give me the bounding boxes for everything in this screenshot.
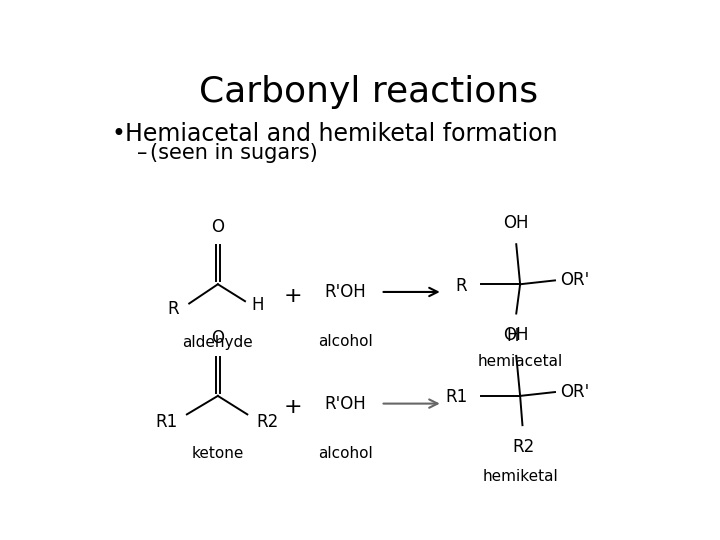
Text: hemiacetal: hemiacetal (477, 354, 563, 369)
Text: R1: R1 (445, 388, 467, 407)
Text: hemiketal: hemiketal (482, 469, 558, 484)
Text: R2: R2 (513, 438, 535, 456)
Text: H: H (506, 327, 518, 345)
Text: Hemiacetal and hemiketal formation: Hemiacetal and hemiketal formation (125, 122, 557, 146)
Text: R2: R2 (256, 413, 279, 431)
Text: OR': OR' (560, 383, 590, 401)
Text: OH: OH (503, 214, 529, 232)
Text: alcohol: alcohol (318, 334, 373, 349)
Text: OH: OH (503, 326, 529, 343)
Text: aldehyde: aldehyde (182, 334, 253, 349)
Text: R: R (168, 300, 179, 318)
Text: –: – (137, 143, 147, 163)
Text: +: + (284, 397, 302, 417)
Text: O: O (212, 329, 225, 347)
Text: •: • (112, 122, 125, 146)
Text: R'OH: R'OH (325, 283, 366, 301)
Text: R1: R1 (156, 413, 178, 431)
Text: ketone: ketone (192, 446, 244, 461)
Text: R: R (456, 277, 467, 295)
Text: (seen in sugars): (seen in sugars) (150, 143, 318, 163)
Text: H: H (251, 296, 264, 314)
Text: alcohol: alcohol (318, 446, 373, 461)
Text: Carbonyl reactions: Carbonyl reactions (199, 75, 539, 109)
Text: O: O (212, 218, 225, 236)
Text: R'OH: R'OH (325, 395, 366, 413)
Text: +: + (284, 286, 302, 306)
Text: OR': OR' (560, 272, 590, 289)
